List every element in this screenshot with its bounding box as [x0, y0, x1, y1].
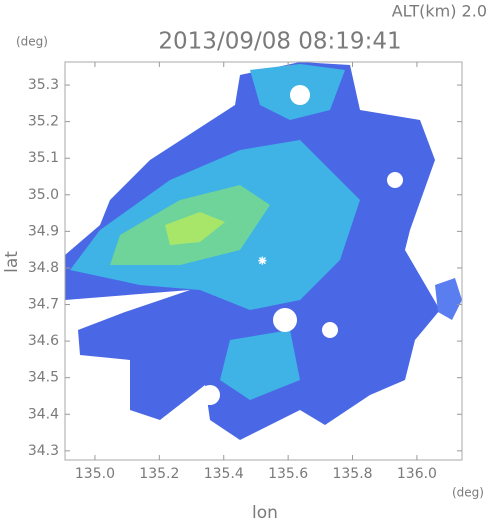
radar-site — [258, 256, 267, 265]
x-tick-label: 136.0 — [397, 466, 437, 482]
y-tick-label: 34.5 — [28, 370, 59, 386]
x-unit: (deg) — [452, 486, 484, 500]
y-tick-label: 35.2 — [28, 114, 59, 130]
x-tick-label: 135.8 — [332, 466, 372, 482]
x-axis-label: lon — [252, 503, 278, 521]
x-tick-label: 135.6 — [268, 466, 308, 482]
y-tick-label: 35.0 — [28, 187, 59, 203]
y-tick-label: 34.9 — [28, 223, 59, 239]
y-tick-label: 35.1 — [28, 150, 59, 166]
y-tick-label: 34.4 — [28, 406, 59, 422]
x-tick-label: 135.0 — [75, 466, 115, 482]
chart-title: 2013/09/08 08:19:41 — [158, 29, 401, 55]
x-tick-label: 135.4 — [204, 466, 244, 482]
y-axis-label: lat — [2, 251, 22, 273]
y-tick-label: 35.3 — [28, 77, 59, 93]
x-tick-label: 135.2 — [139, 466, 179, 482]
plot-frame — [64, 61, 463, 461]
y-tick-label: 34.7 — [28, 297, 59, 313]
y-tick-label: 34.3 — [28, 443, 59, 459]
y-tick-label: 34.8 — [28, 260, 59, 276]
y-tick-label: 34.6 — [28, 333, 59, 349]
y-unit: (deg) — [16, 35, 48, 49]
radar-echo — [65, 62, 462, 440]
altitude: ALT(km) 2.0 — [392, 2, 487, 21]
